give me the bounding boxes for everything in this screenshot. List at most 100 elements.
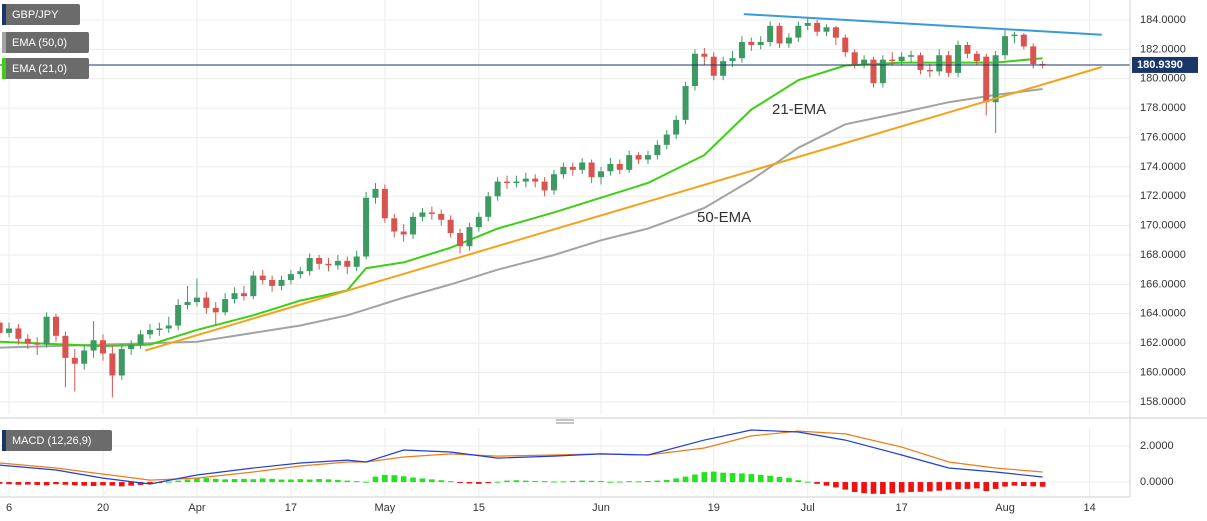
ema-annotation: 21-EMA xyxy=(772,101,826,118)
x-tick-label: 6 xyxy=(6,502,12,514)
x-tick-label: Jun xyxy=(592,502,610,514)
x-tick-label: Jul xyxy=(801,502,815,514)
histogram-bar xyxy=(325,479,332,483)
candle-body xyxy=(316,257,323,264)
candle-body xyxy=(814,22,821,32)
candle-body xyxy=(184,302,191,305)
histogram-bar xyxy=(992,482,999,489)
ema-line xyxy=(0,88,1043,349)
histogram-bar xyxy=(588,480,595,483)
histogram-bar xyxy=(598,480,604,483)
histogram-bar xyxy=(720,472,726,483)
x-tick-label: 14 xyxy=(1083,502,1095,514)
histogram-bar xyxy=(823,482,830,486)
candle-body xyxy=(62,335,69,358)
x-tick-label: 15 xyxy=(473,502,485,514)
histogram-bar xyxy=(663,479,670,483)
last-price-label: 180.9390 xyxy=(1137,59,1183,71)
candle-body xyxy=(804,22,811,26)
histogram-bar xyxy=(861,482,867,494)
histogram-bar xyxy=(410,477,416,483)
histogram-bar xyxy=(898,482,905,493)
histogram-bar xyxy=(729,473,736,483)
candle-body xyxy=(203,297,210,308)
candle-body xyxy=(363,197,370,257)
candle-body xyxy=(992,55,999,103)
candle-body xyxy=(99,340,106,354)
candle-body xyxy=(1002,36,1009,56)
y-tick-label: 180.0000 xyxy=(1140,73,1186,85)
candle-body xyxy=(43,316,50,345)
macd-plot xyxy=(0,429,1046,494)
histogram-bar xyxy=(137,482,144,485)
candle-body xyxy=(1011,34,1018,37)
candle-body xyxy=(1030,46,1037,65)
histogram-bar xyxy=(128,482,134,486)
candle-body xyxy=(391,218,398,232)
candle-body xyxy=(654,144,661,156)
candle-body xyxy=(334,260,341,266)
histogram-bar xyxy=(710,471,717,483)
histogram-bar xyxy=(53,482,59,485)
candle-body xyxy=(926,69,933,72)
histogram-bar xyxy=(635,481,642,483)
candle-body xyxy=(541,181,548,191)
trend-line xyxy=(743,13,1102,36)
y-tick-label: 158.0000 xyxy=(1140,396,1186,408)
histogram-bar xyxy=(532,480,539,483)
histogram-bar xyxy=(24,482,31,485)
histogram-bar xyxy=(673,478,679,483)
candle-body xyxy=(757,42,764,45)
candle-body xyxy=(504,181,511,184)
candle-body xyxy=(109,353,116,376)
candle-body xyxy=(71,357,78,364)
candle-body xyxy=(785,37,792,44)
histogram-bar xyxy=(0,482,3,484)
candle-body xyxy=(898,56,905,62)
candle-body xyxy=(306,257,313,272)
histogram-bar xyxy=(889,482,896,494)
legend-box xyxy=(2,58,89,79)
y-tick-label: 0.0000 xyxy=(1140,476,1174,488)
candle-body xyxy=(607,163,614,172)
candle-body xyxy=(673,119,680,135)
candle-body xyxy=(616,163,623,170)
candle-body xyxy=(889,59,896,62)
candle-body xyxy=(447,219,454,233)
x-tick-label: Apr xyxy=(188,502,205,514)
histogram-bar xyxy=(607,481,614,483)
candle-body xyxy=(222,299,229,313)
candle-body xyxy=(15,328,22,339)
candle-body xyxy=(917,55,924,70)
histogram-bar xyxy=(739,473,745,483)
candle-body xyxy=(513,181,520,184)
histogram-bar xyxy=(118,482,125,487)
candle-body xyxy=(212,307,219,313)
candle-body xyxy=(175,304,182,326)
trend-line xyxy=(145,66,1103,352)
histogram-bar xyxy=(767,475,773,483)
candle-body xyxy=(795,25,802,38)
candle-body xyxy=(597,171,604,178)
histogram-bar xyxy=(269,478,275,483)
legend-box xyxy=(2,4,80,25)
histogram-bar xyxy=(278,479,285,483)
histogram-bar xyxy=(616,481,623,483)
histogram-bar xyxy=(466,482,473,484)
y-tick-label: 2.0000 xyxy=(1140,440,1174,452)
candle-body xyxy=(729,58,736,62)
histogram-bar xyxy=(288,479,294,483)
candle-body xyxy=(720,61,727,76)
histogram-bar xyxy=(353,481,360,483)
candle-body xyxy=(81,350,88,364)
x-tick-label: 17 xyxy=(285,502,297,514)
candle-body xyxy=(287,274,294,280)
histogram-bar xyxy=(457,482,463,484)
histogram-bar xyxy=(438,480,445,483)
histogram-bar xyxy=(757,474,764,483)
y-tick-label: 184.0000 xyxy=(1140,14,1186,26)
candle-body xyxy=(193,297,200,303)
histogram-bar xyxy=(1039,482,1046,487)
candle-body xyxy=(710,56,717,76)
